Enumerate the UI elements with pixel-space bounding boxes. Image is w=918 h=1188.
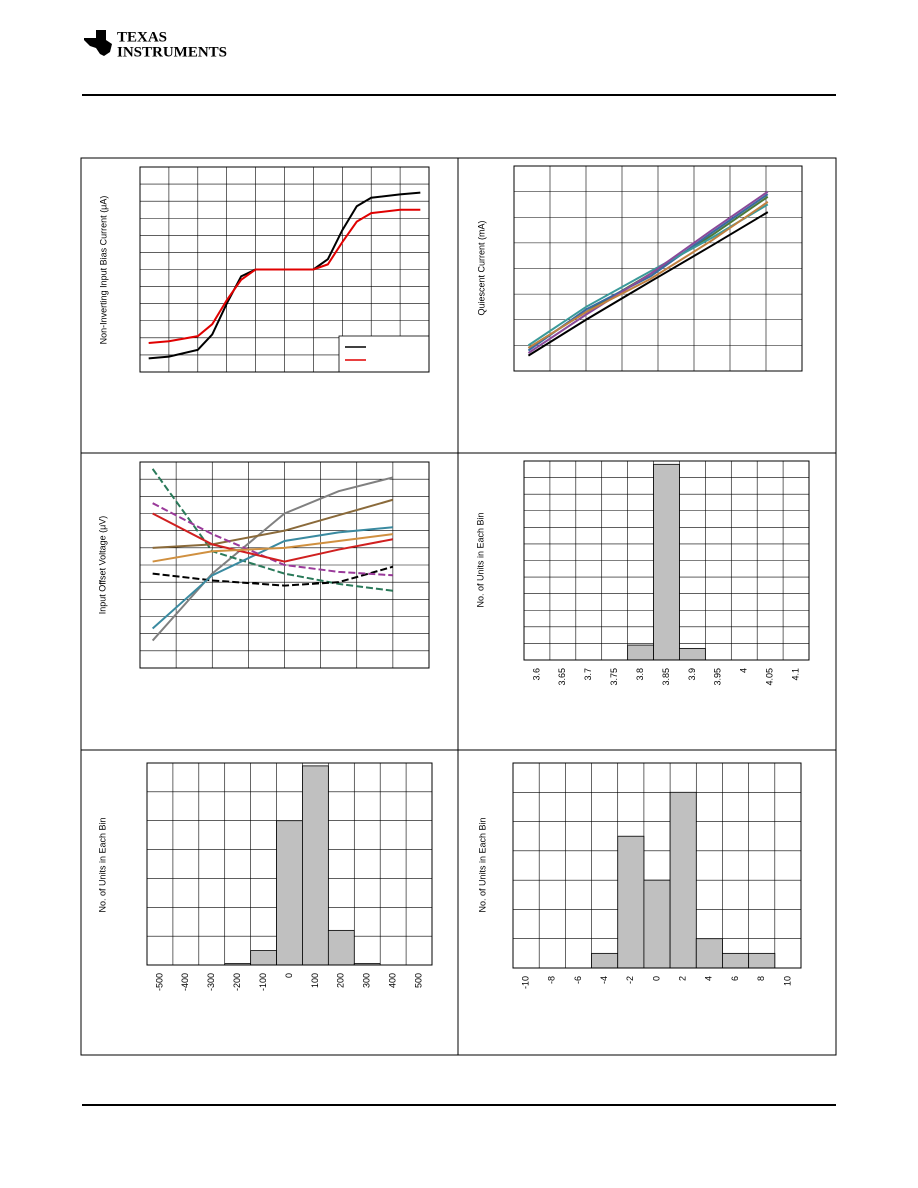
x-tick-label: 500 xyxy=(413,973,423,988)
x-tick-label: 4.1 xyxy=(790,668,800,681)
series-line xyxy=(527,211,769,357)
x-tick-label: -100 xyxy=(258,973,268,991)
plot-frame xyxy=(512,762,802,969)
bar xyxy=(250,950,277,966)
y-axis-label: Quiescent Current (mA) xyxy=(476,220,486,315)
x-tick-label: 6 xyxy=(730,976,740,981)
logo-icon xyxy=(84,30,112,56)
x-tick-label: 3.85 xyxy=(661,668,671,686)
x-tick-label: -200 xyxy=(232,973,242,991)
logo-text: INSTRUMENTS xyxy=(117,44,227,60)
bar xyxy=(617,835,645,969)
bar xyxy=(679,647,706,661)
series-line xyxy=(151,526,393,630)
x-tick-label: -6 xyxy=(573,976,583,984)
x-tick-label: 200 xyxy=(336,973,346,988)
y-axis-label: Non-Inverting Input Bias Current (μA) xyxy=(98,196,108,345)
bar xyxy=(653,463,680,661)
x-tick-label: 8 xyxy=(756,976,766,981)
plot-frame xyxy=(139,166,430,373)
x-tick-label: 4 xyxy=(704,976,714,981)
series-line xyxy=(152,533,394,563)
plot-frame xyxy=(146,762,433,966)
series-line xyxy=(151,476,394,642)
series-line xyxy=(152,498,394,549)
x-tick-label: -300 xyxy=(206,973,216,991)
series-line xyxy=(152,512,394,563)
y-axis-label: No. of Units in Each Bin xyxy=(475,512,485,607)
bar xyxy=(748,952,776,969)
series-line xyxy=(151,468,394,592)
x-tick-label: -500 xyxy=(154,973,164,991)
x-tick-label: 3.9 xyxy=(687,668,697,681)
bar xyxy=(669,791,697,969)
bar xyxy=(276,820,303,966)
y-axis-label: Input Offset Voltage (μV) xyxy=(97,516,107,615)
x-tick-label: 3.65 xyxy=(557,668,567,686)
x-tick-label: 3.6 xyxy=(531,668,541,681)
bar xyxy=(627,644,654,661)
logo-text: TEXAS xyxy=(117,29,167,45)
plot-frame xyxy=(139,461,430,669)
x-tick-label: 4.05 xyxy=(765,668,775,686)
plot-frame xyxy=(513,165,803,372)
x-tick-label: 3.95 xyxy=(713,668,723,686)
x-tick-label: 3.75 xyxy=(609,668,619,686)
x-tick-label: -10 xyxy=(520,976,530,989)
x-tick-label: 300 xyxy=(362,973,372,988)
bar xyxy=(695,938,723,969)
x-tick-label: 400 xyxy=(388,973,398,988)
x-tick-label: 10 xyxy=(782,976,792,986)
series-line xyxy=(148,208,421,344)
x-tick-label: 100 xyxy=(310,973,320,988)
x-tick-label: -8 xyxy=(547,976,557,984)
series-line xyxy=(152,565,394,587)
x-tick-label: -2 xyxy=(625,976,635,984)
legend xyxy=(338,335,430,373)
plot-frame xyxy=(523,460,810,661)
x-tick-label: 4 xyxy=(739,668,749,673)
x-tick-label: 0 xyxy=(284,973,294,978)
bar xyxy=(643,879,671,969)
y-axis-label: No. of Units in Each Bin xyxy=(477,817,487,912)
x-tick-label: 3.8 xyxy=(635,668,645,681)
x-tick-label: 0 xyxy=(651,976,661,981)
x-tick-label: 3.7 xyxy=(583,668,593,681)
x-tick-label: -400 xyxy=(180,973,190,991)
bar xyxy=(302,765,329,966)
x-tick-label: 2 xyxy=(678,976,688,981)
y-axis-label: No. of Units in Each Bin xyxy=(97,817,107,912)
x-tick-label: -4 xyxy=(599,976,609,984)
logo: TEXAS INSTRUMENTS xyxy=(84,29,227,60)
series-line xyxy=(527,201,769,349)
bar xyxy=(591,952,619,969)
bar xyxy=(722,952,750,969)
series-line xyxy=(152,502,393,577)
bar xyxy=(327,929,355,966)
series-line xyxy=(527,190,769,354)
